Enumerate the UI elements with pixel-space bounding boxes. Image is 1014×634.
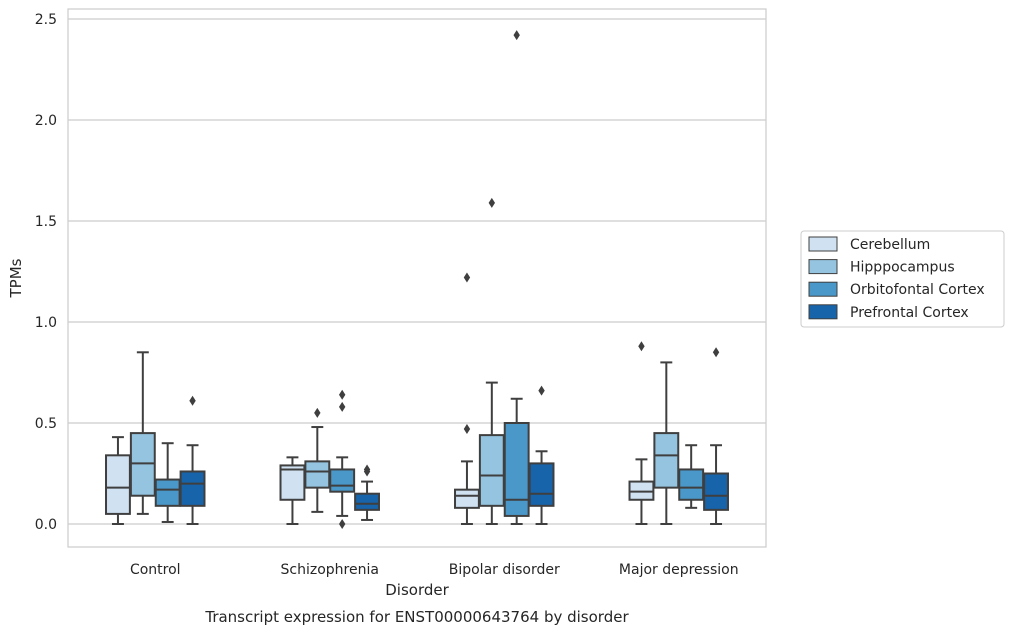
box-iqr [279,464,306,501]
box-iqr [129,432,156,497]
x-tick-label: Bipolar disorder [449,562,560,578]
grid-lines [68,18,766,525]
box-cerebellum [628,341,655,525]
chart-title: Transcript expression for ENST0000064376… [204,608,629,626]
box-iqr [329,468,356,493]
box-cerebellum [454,272,480,525]
outlier-point [638,341,645,352]
box-prefrontal-cortex [703,347,729,525]
box-prefrontal-cortex [528,385,555,525]
box-orbitofontal-cortex [678,444,705,509]
legend-swatch [808,236,838,252]
y-tick-label: 2.5 [35,12,57,28]
outlier-point [189,395,196,406]
y-tick-label: 1.5 [35,214,57,230]
outlier-point [338,401,346,412]
legend-frame [800,230,1005,328]
box-prefrontal-cortex [354,464,380,521]
box-iqr [678,468,705,501]
y-axis-label: TPMs [7,258,25,298]
box-hipppocampus [129,351,156,515]
outlier-point [363,464,371,475]
box-hipppocampus [653,361,680,525]
legend-label: Prefrontal Cortex [850,305,969,321]
outlier-point [538,385,545,396]
box-iqr [703,472,729,511]
y-tick-label: 0.5 [35,416,57,432]
box-iqr [304,460,331,489]
box-iqr [105,454,131,515]
box-hipppocampus [478,197,505,525]
legend-swatch [808,304,838,320]
outlier-point [463,424,471,435]
box-iqr [354,492,380,511]
outlier-point [463,272,471,283]
box-prefrontal-cortex [179,395,206,525]
x-tick-label: Control [130,562,181,578]
box-orbitofontal-cortex [503,30,530,525]
box-cerebellum [105,436,131,525]
box-marks [105,30,729,529]
box-iqr [454,488,480,509]
legend: Cerebellum Hipppocampus Orbitofontal Corte… [800,230,1005,328]
box-iqr [503,422,530,517]
y-tick-label: 0.0 [35,517,57,533]
x-tick-labels: Control Schizophrenia Bipolar disorder Majo… [130,562,739,578]
outlier-point [338,389,346,400]
legend-swatch [808,281,838,297]
outlier-point [513,30,520,41]
box-iqr [179,470,206,507]
box-iqr [653,432,680,489]
y-tick-labels: 0.0 0.5 1.0 1.5 2.0 2.5 [35,12,57,533]
x-tick-label: Schizophrenia [281,562,379,578]
legend-label: Orbitofontal Cortex [850,282,985,298]
outlier-point [712,347,720,358]
box-cerebellum [279,456,306,525]
outlier-point [314,407,321,418]
box-iqr [528,462,555,507]
box-orbitofontal-cortex [329,389,356,529]
y-tick-label: 2.0 [35,113,57,129]
legend-label: Cerebellum [850,237,930,253]
outlier-point [338,519,346,529]
plot-area-frame [67,8,767,548]
x-tick-label: Major depression [619,562,739,578]
box-hipppocampus [304,407,331,513]
x-axis-label: Disorder [385,581,449,599]
box-orbitofontal-cortex [154,442,181,523]
legend-swatch [808,259,838,275]
box-iqr [628,480,655,501]
box-iqr [154,478,181,507]
legend-label: Hipppocampus [850,260,955,276]
outlier-point [488,197,496,208]
box-iqr [478,434,505,507]
y-tick-label: 1.0 [35,315,57,331]
